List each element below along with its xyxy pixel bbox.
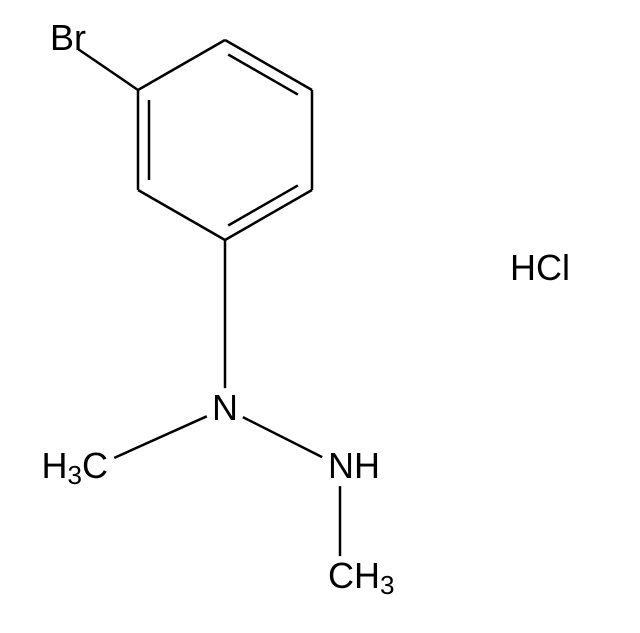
bond-n1-ch3_a [114, 416, 207, 458]
bond-ring_c5-ring_c6 [225, 40, 312, 90]
labels-layer: Br N H3C NH CH3 HCl [42, 17, 570, 600]
bond-br-ring_c1 [79, 49, 138, 90]
atom-n1: N [212, 387, 238, 428]
atom-ch3_b: CH3 [328, 555, 394, 600]
bond-ring_c2-ring_c3 [138, 190, 225, 240]
molecule-diagram: Br N H3C NH CH3 HCl [0, 0, 640, 633]
bond-n1-nh [243, 417, 322, 457]
atom-nh: NH [328, 445, 380, 486]
atom-br: Br [50, 17, 86, 58]
atom-hcl: HCl [510, 247, 570, 288]
bond-ring_c6-ring_c1 [138, 40, 225, 90]
bond-ring_c3-ring_c4 [225, 190, 312, 240]
bonds-layer [79, 40, 340, 556]
atom-ch3_a: H3C [42, 445, 108, 490]
